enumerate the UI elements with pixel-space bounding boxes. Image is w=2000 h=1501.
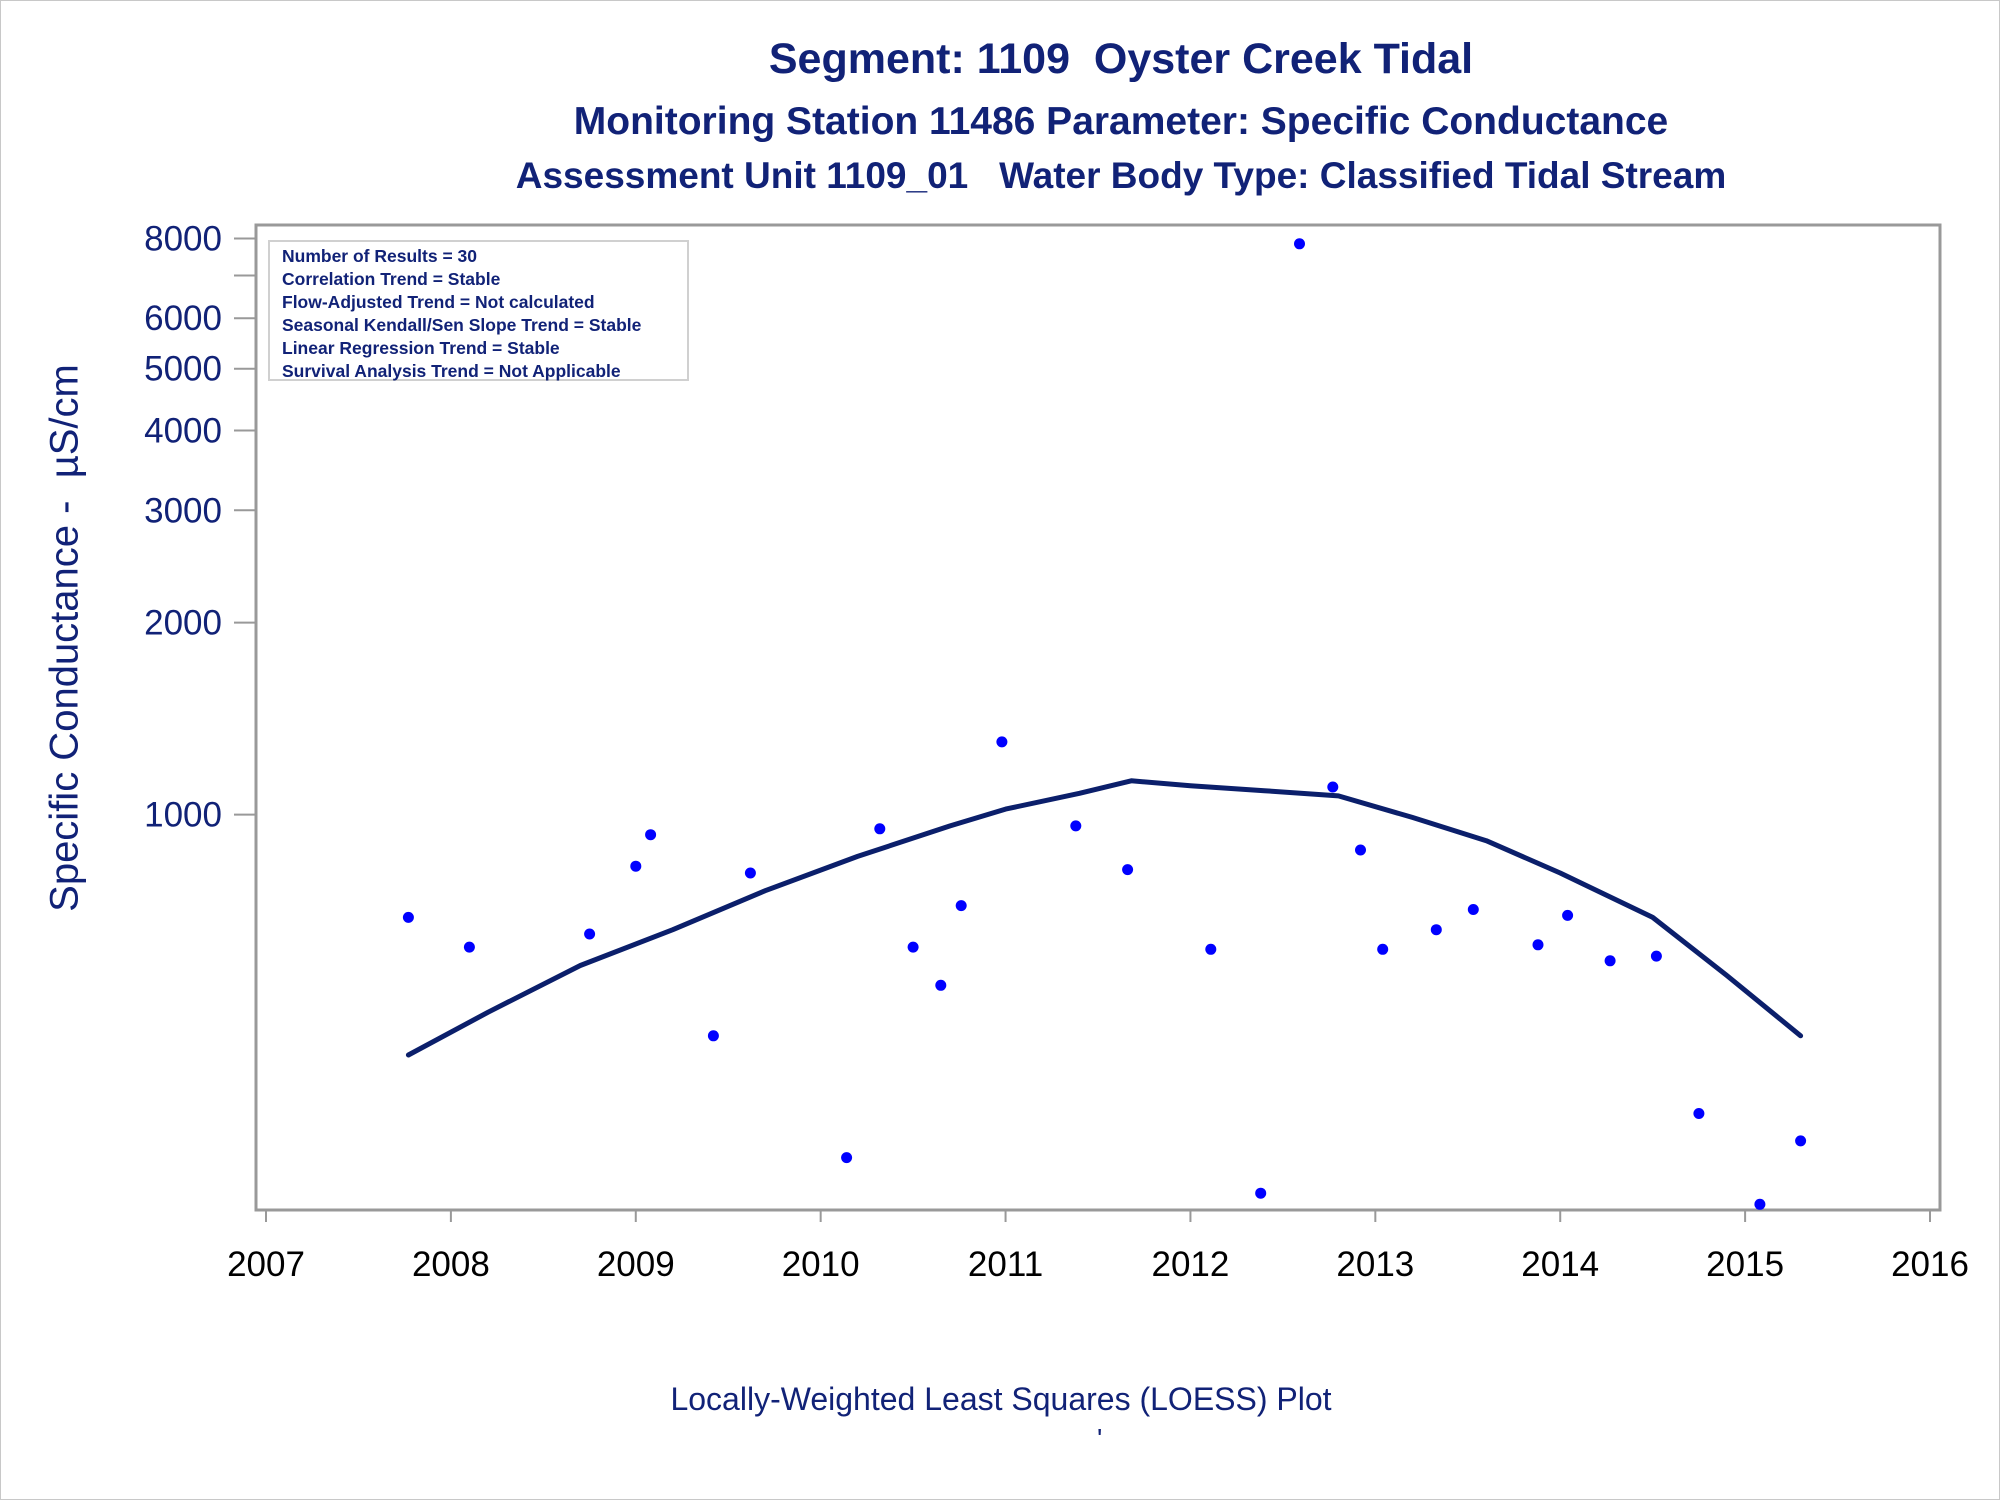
data-point [955, 900, 967, 912]
data-point [1650, 950, 1662, 962]
data-point [1355, 844, 1366, 856]
stat-number-of-results: Number of Results = 30 [282, 246, 477, 266]
y-tick-label-6000: 6000 [144, 299, 222, 338]
x-tick-label-2011: 2011 [968, 1245, 1043, 1284]
chart-title: Segment: 1109 Oyster Creek Tidal [768, 35, 1474, 83]
footer-tick-mark: ' [1097, 1423, 1103, 1454]
x-tick-label-2008: 2008 [412, 1245, 490, 1284]
x-tick-label-2013: 2013 [1336, 1245, 1414, 1284]
y-tick-label-4000: 4000 [144, 412, 222, 451]
data-point [1377, 943, 1389, 955]
stat-correlation-trend: Correlation Trend = Stable [282, 269, 501, 289]
data-point [645, 829, 657, 841]
data-point [907, 941, 919, 953]
data-point [1467, 904, 1479, 915]
data-point [1205, 943, 1217, 955]
y-axis-label: Specific Conductance - µS/cm [42, 364, 87, 912]
y-tick-label-2000: 2000 [144, 604, 222, 643]
y-tick-label-5000: 5000 [144, 350, 222, 389]
data-point [1070, 820, 1082, 832]
x-tick-label-2007: 2007 [227, 1245, 305, 1284]
x-tick-label-2009: 2009 [597, 1245, 675, 1284]
data-point [463, 941, 475, 953]
data-point [841, 1152, 853, 1164]
x-tick-label-2014: 2014 [1521, 1245, 1599, 1284]
stat-linear-regression-trend: Linear Regression Trend = Stable [282, 338, 560, 358]
data-point [584, 928, 596, 940]
stat-flow-adjusted-trend: Flow-Adjusted Trend = Not calculated [282, 292, 595, 312]
data-point [1122, 864, 1134, 876]
data-point [1562, 909, 1574, 921]
data-point [1795, 1135, 1807, 1147]
x-tick-label-2016: 2016 [1891, 1245, 1969, 1284]
stat-survival-analysis-trend: Survival Analysis Trend = Not Applicable [282, 361, 621, 381]
data-point [1693, 1108, 1705, 1119]
data-point [1604, 955, 1616, 967]
data-point [1255, 1187, 1267, 1199]
chart-subtitle-station: Monitoring Station 11486 Parameter: Spec… [573, 100, 1669, 143]
data-point [1327, 781, 1339, 793]
data-point [630, 860, 642, 872]
data-point [1532, 939, 1544, 951]
x-tick-label-2015: 2015 [1706, 1245, 1784, 1284]
x-tick-label-2012: 2012 [1152, 1245, 1230, 1284]
trend-stats-box: Number of Results = 30 Correlation Trend… [268, 240, 689, 381]
y-tick-label-3000: 3000 [144, 491, 222, 530]
stat-seasonal-kendall-trend: Seasonal Kendall/Sen Slope Trend = Stabl… [282, 315, 642, 335]
data-point [1430, 924, 1442, 936]
y-tick-label-1000: 1000 [144, 796, 222, 835]
data-point [1294, 238, 1305, 250]
loess-curve [405, 778, 1804, 1058]
data-point [874, 823, 886, 835]
data-point [402, 911, 414, 923]
data-point [1754, 1198, 1766, 1210]
chart-subtitle-assessment: Assessment Unit 1109_01 Water Body Type:… [515, 155, 1727, 196]
y-tick-label-8000: 8000 [144, 220, 222, 259]
data-point [707, 1030, 719, 1042]
plot-area-border [254, 223, 1942, 1212]
plot-method-note: Locally-Weighted Least Squares (LOESS) P… [670, 1381, 1332, 1417]
data-point [996, 736, 1008, 748]
data-point [935, 979, 947, 991]
data-point [744, 867, 756, 879]
x-tick-label-2010: 2010 [782, 1245, 860, 1284]
